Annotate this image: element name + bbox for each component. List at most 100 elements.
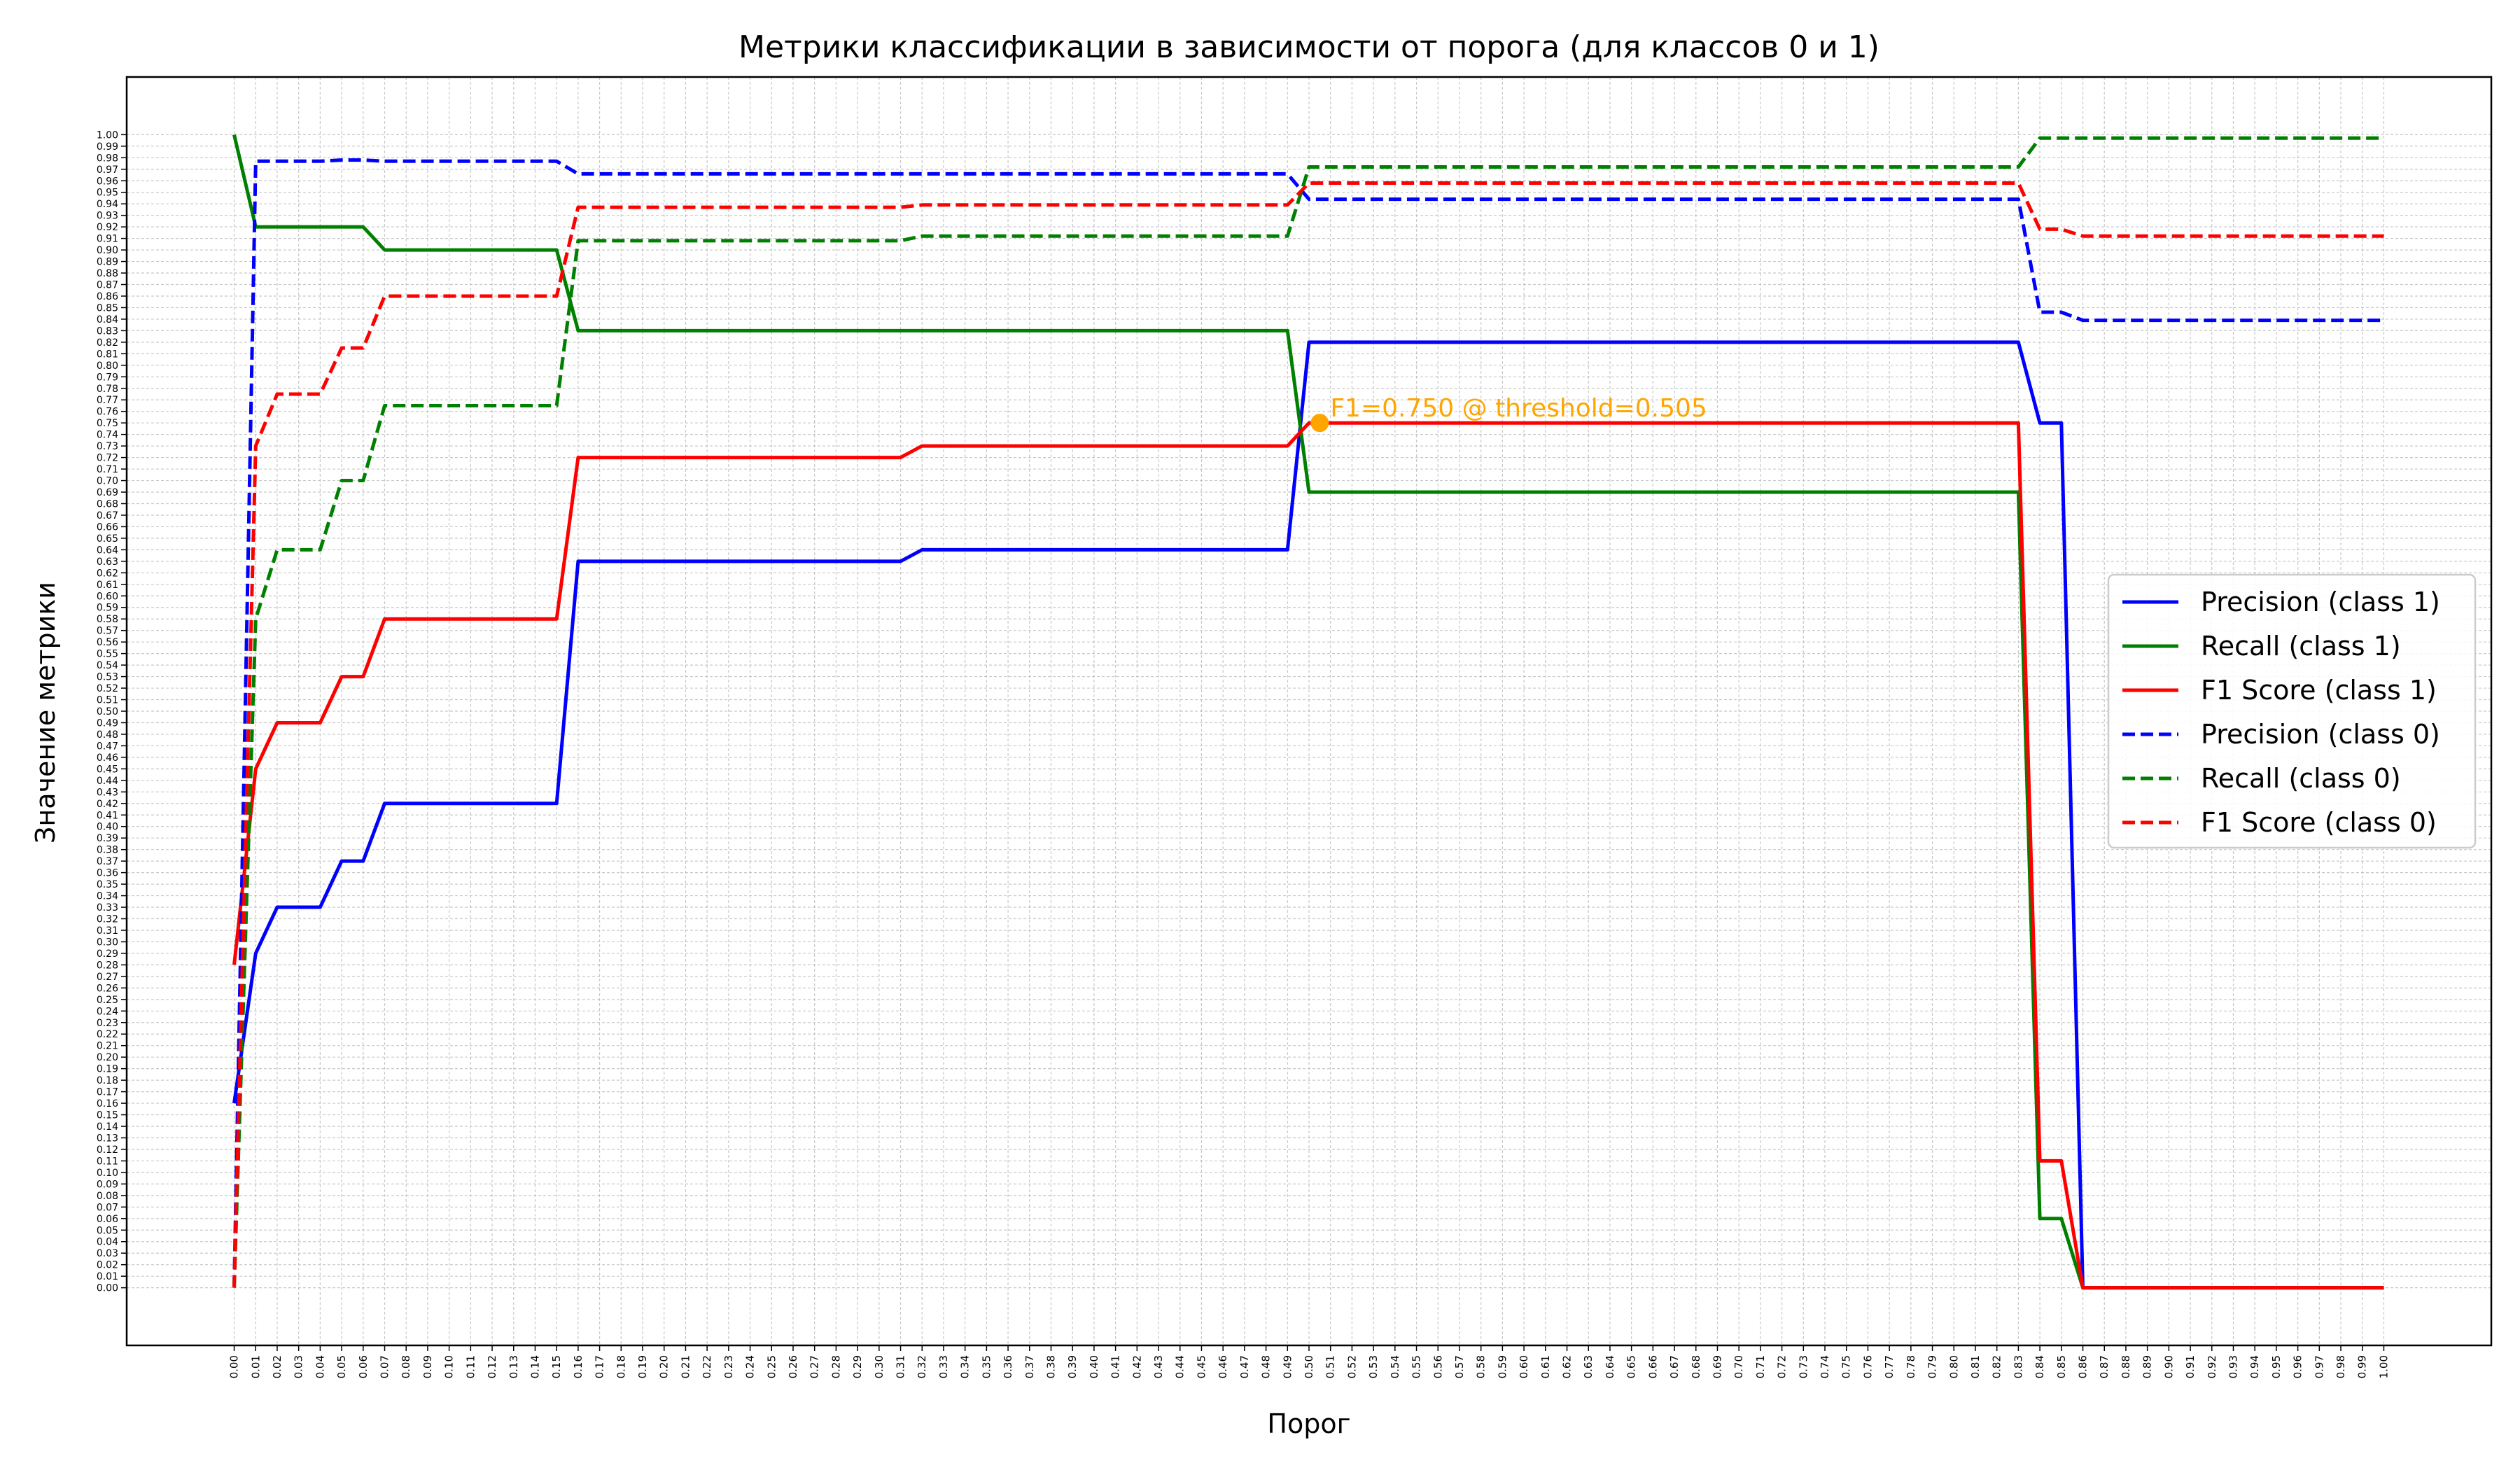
y-tick-label: 0.74 [97, 430, 118, 441]
y-tick-label: 0.02 [97, 1260, 118, 1271]
y-tick-label: 0.26 [97, 983, 118, 994]
y-tick-label: 0.57 [97, 626, 118, 637]
x-tick-label: 0.85 [2055, 1355, 2068, 1378]
y-tick-label: 0.23 [97, 1018, 118, 1029]
y-tick-label: 0.79 [97, 372, 118, 383]
y-tick-label: 0.08 [97, 1191, 118, 1202]
series-line-3 [232, 421, 2384, 1290]
y-tick-label: 0.96 [97, 176, 118, 187]
annotations: F1=0.750 @ threshold=0.505 [1310, 394, 1707, 433]
y-tick-label: 0.14 [97, 1121, 118, 1133]
y-tick-label: 0.41 [97, 810, 118, 821]
x-tick-label: 0.62 [1561, 1355, 1574, 1378]
x-tick-label: 0.75 [1840, 1355, 1853, 1378]
y-tick-label: 0.58 [97, 614, 118, 625]
x-tick-label: 0.54 [1389, 1355, 1401, 1378]
y-tick-label: 0.46 [97, 752, 118, 764]
y-tick-label: 0.20 [97, 1052, 118, 1063]
y-tick-label: 0.28 [97, 960, 118, 971]
x-tick-label: 0.65 [1625, 1355, 1638, 1378]
series-line-1 [232, 340, 2384, 1290]
y-tick-label: 0.95 [97, 188, 118, 199]
x-tick-label: 0.27 [808, 1355, 821, 1378]
x-tick-label: 0.97 [2313, 1355, 2325, 1378]
x-tick-label: 0.90 [2162, 1355, 2175, 1378]
y-axis-label: Значение метрики [30, 582, 61, 844]
y-tick-label: 0.50 [97, 706, 118, 718]
y-tick-label: 0.59 [97, 603, 118, 614]
legend-label: Recall (class 1) [2201, 631, 2401, 662]
x-tick-label: 0.45 [1195, 1355, 1208, 1378]
y-tick-label: 0.04 [97, 1237, 118, 1248]
x-tick-label: 0.46 [1217, 1355, 1229, 1378]
y-tick-label: 0.01 [97, 1271, 118, 1282]
x-axis-label: Порог [1267, 1408, 1350, 1439]
x-tick-label: 0.48 [1260, 1355, 1273, 1378]
y-tick-label: 0.40 [97, 822, 118, 833]
x-axis-ticks: 0.00 0.01 0.02 0.03 0.04 0.05 0.06 0.07 0.08 0.09… [228, 1345, 2390, 1378]
x-tick-label: 0.51 [1324, 1355, 1337, 1378]
x-tick-label: 0.79 [1926, 1355, 1939, 1378]
x-tick-label: 0.73 [1797, 1355, 1809, 1378]
y-tick-label: 0.31 [97, 925, 118, 937]
x-tick-label: 0.67 [1668, 1355, 1681, 1378]
y-tick-label: 0.37 [97, 856, 118, 867]
x-tick-label: 0.95 [2270, 1355, 2283, 1378]
grid [127, 77, 2491, 1345]
legend-label: Precision (class 1) [2201, 587, 2440, 617]
y-tick-label: 0.63 [97, 556, 118, 568]
y-tick-label: 0.34 [97, 891, 118, 902]
y-tick-label: 0.64 [97, 545, 118, 556]
x-tick-label: 0.38 [1044, 1355, 1057, 1378]
x-tick-label: 0.06 [357, 1355, 370, 1378]
series-line-4 [232, 158, 2384, 1288]
y-tick-label: 0.85 [97, 302, 118, 314]
x-tick-label: 0.19 [636, 1355, 649, 1378]
x-tick-label: 0.21 [679, 1355, 692, 1378]
x-tick-label: 0.31 [895, 1355, 907, 1378]
y-tick-label: 0.29 [97, 948, 118, 960]
y-tick-label: 0.72 [97, 453, 118, 464]
x-tick-label: 0.14 [528, 1355, 541, 1378]
y-tick-label: 0.21 [97, 1041, 118, 1052]
y-tick-label: 0.18 [97, 1075, 118, 1086]
x-tick-label: 0.36 [1002, 1355, 1014, 1378]
y-tick-label: 0.24 [97, 1006, 118, 1017]
y-tick-label: 0.78 [97, 384, 118, 395]
y-tick-label: 0.17 [97, 1087, 118, 1098]
series-line-2 [232, 134, 2384, 1290]
x-tick-label: 0.74 [1819, 1355, 1831, 1378]
y-tick-label: 0.39 [97, 833, 118, 844]
y-tick-label: 0.55 [97, 649, 118, 660]
x-tick-label: 0.71 [1754, 1355, 1767, 1378]
y-tick-label: 0.92 [97, 222, 118, 233]
x-tick-label: 0.23 [722, 1355, 735, 1378]
x-tick-label: 0.25 [765, 1355, 778, 1378]
x-tick-label: 0.16 [572, 1355, 584, 1378]
x-tick-label: 0.26 [787, 1355, 799, 1378]
x-tick-label: 0.01 [249, 1355, 262, 1378]
x-tick-label: 0.10 [443, 1355, 456, 1378]
y-tick-label: 0.87 [97, 280, 118, 291]
annotation-marker [1310, 414, 1329, 433]
y-tick-label: 0.66 [97, 522, 118, 533]
x-tick-label: 0.49 [1281, 1355, 1294, 1378]
x-tick-label: 0.17 [594, 1355, 606, 1378]
legend: Precision (class 1) Recall (class 1) F1 Sc… [2107, 573, 2477, 849]
x-tick-label: 0.63 [1582, 1355, 1595, 1378]
x-tick-label: 0.11 [464, 1355, 477, 1378]
y-tick-label: 0.65 [97, 533, 118, 545]
x-tick-label: 0.57 [1453, 1355, 1466, 1378]
x-tick-label: 0.43 [1152, 1355, 1165, 1378]
x-tick-label: 0.61 [1539, 1355, 1552, 1378]
x-tick-label: 0.52 [1345, 1355, 1358, 1378]
y-tick-label: 0.22 [97, 1029, 118, 1040]
x-tick-label: 0.60 [1518, 1355, 1530, 1378]
x-tick-label: 0.59 [1496, 1355, 1508, 1378]
y-tick-label: 0.91 [97, 234, 118, 245]
x-tick-label: 0.93 [2227, 1355, 2239, 1378]
x-tick-label: 0.53 [1367, 1355, 1380, 1378]
x-tick-label: 0.22 [701, 1355, 713, 1378]
legend-box [2107, 573, 2477, 849]
x-tick-label: 0.69 [1711, 1355, 1723, 1378]
